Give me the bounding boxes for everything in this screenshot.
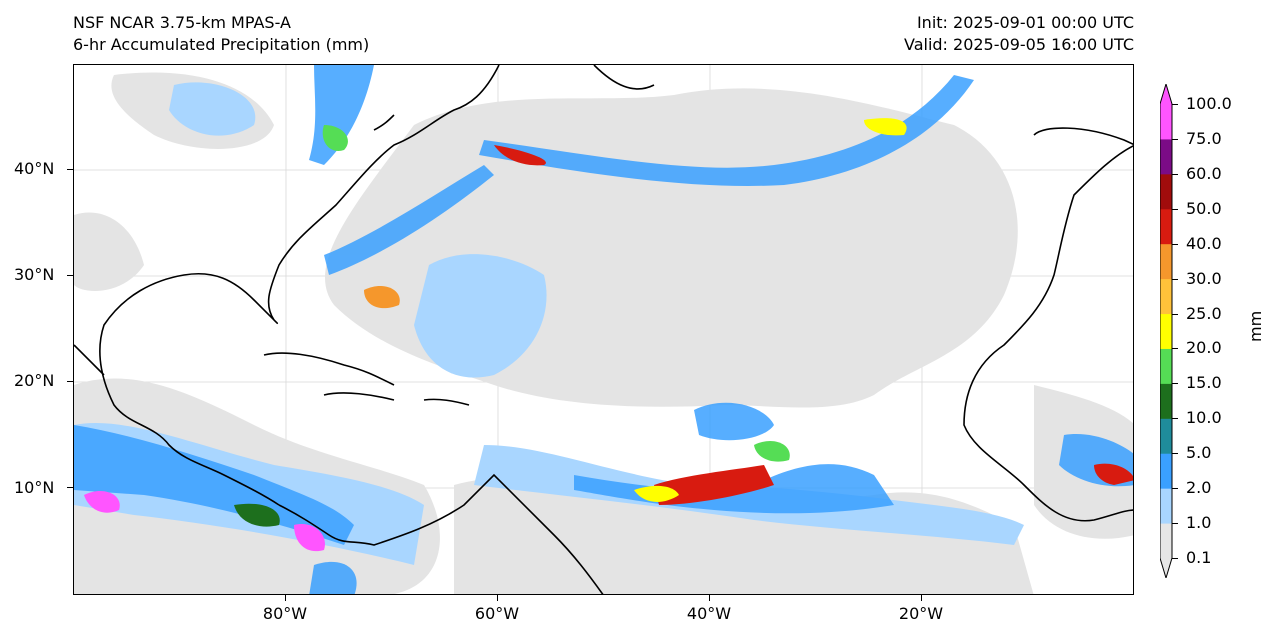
colorbar-segment [1160,313,1172,349]
lon-tick [921,595,922,601]
colorbar-level-label: 10.0 [1186,408,1222,428]
lon-tick [709,595,710,601]
colorbar-tick [1172,173,1178,175]
colorbar-tick [1172,208,1178,210]
coastlines [74,65,1133,594]
init-time: Init: 2025-09-01 00:00 UTC [916,13,1134,32]
colorbar-level-label: 25.0 [1186,303,1222,323]
colorbar-segment [1160,208,1172,245]
colorbar-tick [1172,558,1178,559]
lon-label-60w: 60°W [474,604,520,623]
colorbar-segment [1160,348,1172,384]
colorbar-segment [1160,418,1172,454]
lat-tick [67,487,73,488]
colorbar-level-label: 60.0 [1186,163,1222,183]
lat-label-10n: 10°N [14,478,55,497]
colorbar-level-label: 50.0 [1186,198,1222,218]
product-title: 6-hr Accumulated Precipitation (mm) [73,35,370,54]
colorbar-tick [1172,488,1178,490]
lat-tick [67,381,73,382]
colorbar-level-label: 5.0 [1186,443,1212,463]
colorbar-level-label: 100.0 [1186,94,1232,113]
colorbar-level-label: 30.0 [1186,268,1222,288]
lat-tick [67,275,73,276]
colorbar-tick [1172,313,1178,315]
colorbar-tick [1172,348,1178,350]
colorbar-level-label: 20.0 [1186,338,1222,358]
lon-label-20w: 20°W [898,604,944,623]
colorbar-tick [1172,453,1178,455]
colorbar-segment [1160,173,1172,210]
colorbar-segment [1160,243,1172,280]
colorbar-tick [1172,138,1178,140]
colorbar [1160,84,1173,578]
colorbar-level-label: 15.0 [1186,373,1222,393]
colorbar-title: mm [1246,310,1265,342]
colorbar-segment [1160,138,1172,175]
lon-label-40w: 40°W [686,604,732,623]
colorbar-segment [1160,278,1172,315]
colorbar-tick [1172,383,1178,385]
title-block: NSF NCAR 3.75-km MPAS-A 6-hr Accumulated… [73,12,369,56]
colorbar-extend-max [1160,84,1172,104]
colorbar-segment [1160,383,1172,419]
colorbar-level-label: 75.0 [1186,128,1222,148]
colorbar-tick [1172,104,1178,105]
lon-label-80w: 80°W [262,604,308,623]
colorbar-extend-min [1160,558,1172,578]
colorbar-segment [1160,488,1172,524]
time-block: Init: 2025-09-01 00:00 UTC Valid: 2025-0… [904,12,1134,56]
lon-tick [497,595,498,601]
rain-2-5mm [74,65,1133,594]
colorbar-tick [1172,523,1178,525]
map-canvas [74,65,1133,594]
valid-time: Valid: 2025-09-05 16:00 UTC [903,35,1134,54]
lat-label-30n: 30°N [14,265,55,284]
colorbar-tick [1172,278,1178,280]
lat-tick [67,169,73,170]
colorbar-tick [1172,243,1178,245]
colorbar-segment [1160,104,1172,140]
model-title: NSF NCAR 3.75-km MPAS-A [73,13,291,32]
colorbar-level-label: 1.0 [1186,513,1212,533]
colorbar-level-label: 2.0 [1186,478,1212,498]
lon-tick [285,595,286,601]
colorbar-segment [1160,523,1172,559]
colorbar-tick [1172,418,1178,420]
colorbar-level-label: 40.0 [1186,233,1222,253]
lat-label-20n: 20°N [14,371,55,390]
colorbar-level-label: 0.1 [1186,548,1212,567]
colorbar-segment [1160,453,1172,489]
lat-label-40n: 40°N [14,159,55,178]
precip-map[interactable] [73,64,1134,595]
rain-heavy-cores [84,118,1133,552]
